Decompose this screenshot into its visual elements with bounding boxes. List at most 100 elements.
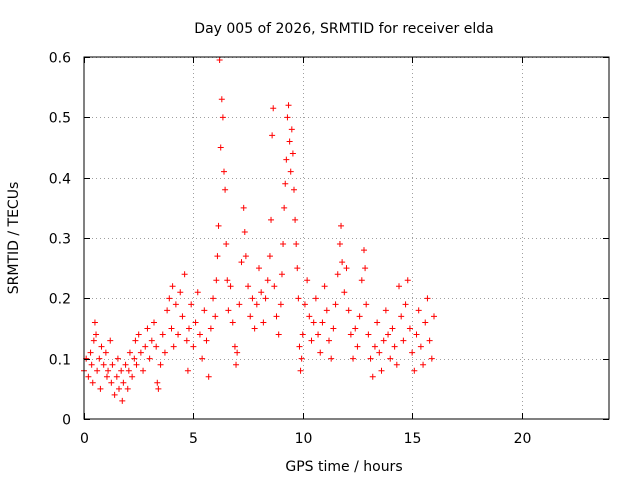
x-tick-label: 0: [80, 431, 89, 447]
data-point: [100, 361, 107, 368]
data-point: [221, 168, 227, 175]
data-point: [256, 265, 262, 272]
data-point: [352, 325, 359, 332]
grid-lines: [84, 57, 609, 419]
data-point: [88, 361, 95, 368]
data-point: [319, 319, 326, 326]
data-point: [411, 367, 418, 374]
data-point: [404, 277, 411, 284]
data-point: [85, 373, 92, 380]
data-point: [125, 367, 132, 374]
data-point: [142, 343, 149, 350]
data-point: [393, 361, 400, 368]
data-point: [144, 325, 151, 332]
data-point: [126, 349, 133, 356]
data-point: [341, 289, 348, 296]
data-point: [161, 349, 168, 356]
data-point: [118, 367, 125, 374]
data-point: [98, 343, 105, 350]
data-point: [281, 204, 288, 211]
data-point: [431, 313, 437, 320]
data-point: [108, 379, 115, 386]
data-point: [213, 277, 220, 284]
data-points: [81, 57, 437, 404]
data-point: [169, 283, 176, 290]
y-axis-label: SRMTID / TECUs: [6, 182, 22, 295]
data-point: [164, 307, 171, 314]
data-point: [247, 313, 254, 320]
data-point: [103, 373, 110, 380]
data-point: [382, 307, 389, 314]
data-point: [216, 57, 223, 64]
data-point: [338, 222, 345, 229]
data-point: [339, 259, 346, 266]
data-point: [148, 337, 155, 344]
data-point: [90, 337, 97, 344]
data-point: [396, 283, 402, 290]
data-point: [215, 222, 222, 229]
data-point: [358, 277, 365, 284]
data-point: [245, 283, 252, 290]
data-point: [413, 331, 420, 338]
data-point: [199, 355, 206, 362]
data-point: [258, 289, 265, 296]
data-point: [402, 301, 409, 308]
data-point: [273, 313, 280, 320]
axis-ticks: 0 5 10 15 20 0 0.1 0.2 0.3 0.4 0.5 0.6: [49, 51, 609, 447]
data-point: [275, 331, 282, 338]
data-point: [214, 253, 221, 260]
data-point: [308, 337, 315, 344]
data-point: [217, 144, 224, 151]
data-point: [207, 325, 214, 332]
data-point: [262, 295, 269, 302]
data-point: [105, 367, 112, 374]
data-point: [385, 331, 392, 338]
data-point: [376, 349, 383, 356]
data-point: [124, 385, 131, 392]
data-point: [374, 319, 381, 326]
y-tick-label: 0.6: [49, 51, 71, 67]
data-point: [102, 349, 109, 356]
data-point: [233, 361, 240, 368]
y-tick-label: 0.1: [49, 353, 71, 369]
data-point: [287, 168, 294, 175]
data-point: [284, 114, 291, 121]
data-point: [120, 379, 127, 386]
data-point: [168, 325, 175, 332]
data-point: [295, 295, 302, 302]
data-point: [131, 355, 138, 362]
x-tick-label: 10: [295, 431, 313, 447]
data-point: [406, 325, 413, 332]
data-point: [260, 319, 267, 326]
data-point: [236, 301, 243, 308]
data-point: [283, 156, 290, 163]
data-point: [190, 343, 197, 350]
data-point: [310, 319, 317, 326]
data-point: [210, 295, 217, 302]
data-point: [116, 385, 122, 392]
data-point: [253, 301, 260, 308]
data-point: [391, 343, 398, 350]
data-point: [240, 204, 247, 211]
data-point: [420, 361, 427, 368]
data-point: [321, 283, 328, 290]
data-point: [299, 331, 306, 338]
data-point: [328, 355, 335, 362]
data-point: [133, 361, 140, 368]
data-point: [183, 337, 190, 344]
data-point: [91, 319, 98, 326]
data-point: [387, 355, 394, 362]
data-point: [135, 331, 142, 338]
data-point: [93, 331, 100, 338]
data-point: [225, 307, 232, 314]
data-point: [140, 367, 147, 374]
data-point: [137, 349, 144, 356]
data-point: [94, 367, 101, 374]
data-point: [223, 241, 230, 248]
data-point: [334, 271, 341, 278]
data-point: [343, 265, 350, 272]
data-point: [238, 259, 245, 266]
data-point: [330, 325, 337, 332]
data-point: [192, 319, 199, 326]
y-tick-label: 0.5: [49, 111, 71, 127]
